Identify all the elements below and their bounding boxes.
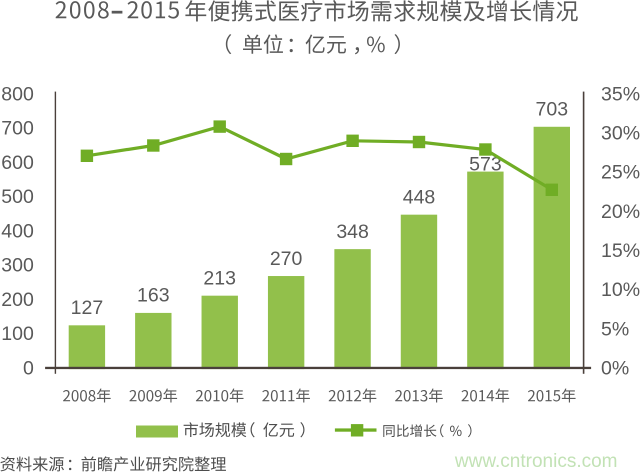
svg-text:573: 573 (469, 154, 502, 176)
svg-text:500: 500 (1, 186, 34, 208)
svg-text:800: 800 (1, 83, 34, 105)
svg-text:213: 213 (203, 268, 236, 290)
svg-text:25%: 25% (601, 162, 640, 184)
svg-text:30%: 30% (601, 123, 640, 145)
svg-text:348: 348 (336, 221, 369, 243)
svg-text:0%: 0% (601, 357, 629, 379)
svg-text:400: 400 (1, 220, 34, 242)
svg-text:600: 600 (1, 152, 34, 174)
svg-text:200: 200 (1, 289, 34, 311)
svg-text:0: 0 (23, 357, 34, 379)
svg-text:10%: 10% (601, 279, 640, 301)
svg-text:5%: 5% (601, 318, 629, 340)
svg-text:15%: 15% (601, 240, 640, 262)
svg-text:700: 700 (1, 118, 34, 140)
svg-text:www.cntronics.com: www.cntronics.com (454, 451, 618, 472)
svg-text:270: 270 (270, 248, 303, 270)
svg-text:20%: 20% (601, 201, 640, 223)
svg-text:448: 448 (403, 187, 436, 209)
svg-text:703: 703 (536, 99, 569, 121)
svg-text:300: 300 (1, 255, 34, 277)
svg-text:100: 100 (1, 323, 34, 345)
svg-text:127: 127 (71, 297, 104, 319)
svg-text:163: 163 (137, 285, 170, 307)
svg-text:35%: 35% (601, 83, 640, 105)
